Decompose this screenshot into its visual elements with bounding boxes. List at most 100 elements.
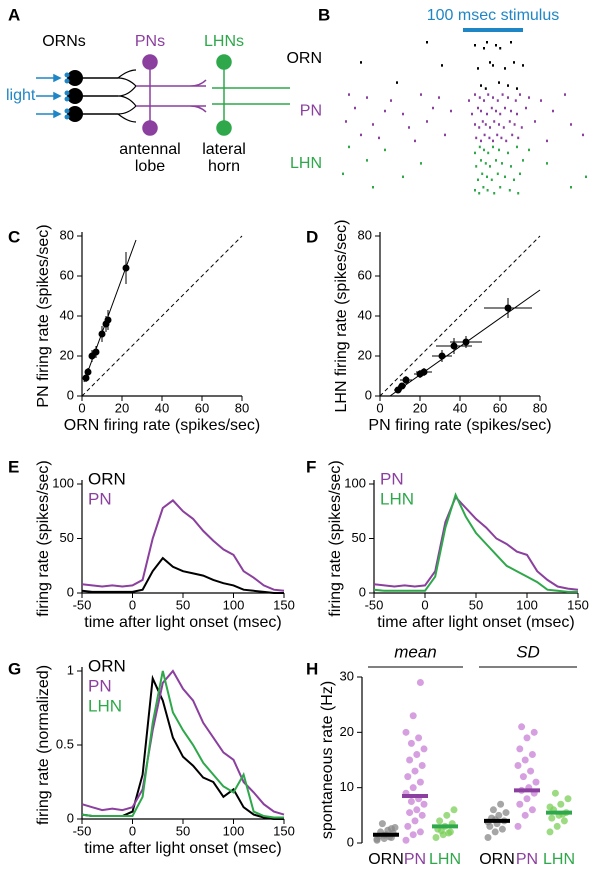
spike	[348, 93, 350, 96]
y-tick-label: 20	[340, 724, 354, 739]
point	[404, 773, 412, 781]
spike	[478, 192, 481, 195]
point	[504, 304, 512, 312]
orn-neurons	[64, 69, 137, 123]
point	[418, 762, 426, 770]
spike	[517, 136, 520, 140]
x-tick-label: 150	[273, 597, 295, 612]
spike	[480, 159, 482, 162]
spike	[444, 133, 446, 137]
spike	[546, 139, 548, 143]
y-tick-label: 1	[67, 662, 74, 677]
y-tick-label: 60	[358, 267, 372, 282]
spike	[360, 61, 362, 64]
legend-label: LHN	[380, 489, 414, 508]
spike	[354, 106, 356, 110]
point	[445, 829, 453, 837]
spike	[570, 186, 572, 189]
x-tick-label: 50	[176, 823, 190, 838]
legend-label: PN	[88, 676, 112, 695]
point	[416, 679, 424, 687]
y-tick-label: 100	[344, 475, 366, 490]
x-axis-label: PN firing rate (spikes/sec)	[368, 417, 551, 434]
spike	[517, 192, 520, 195]
y-tick-label: 40	[358, 307, 372, 322]
point	[92, 348, 100, 356]
spike	[441, 64, 443, 67]
spike	[468, 99, 470, 102]
spike	[510, 165, 512, 168]
point	[413, 750, 421, 758]
point	[546, 803, 554, 811]
pns-label: PNs	[135, 33, 165, 50]
diagram: A ORNs PNs LHNs light	[6, 5, 290, 175]
spike	[546, 162, 548, 165]
spike	[495, 44, 497, 47]
spike	[378, 136, 380, 140]
spike	[489, 126, 491, 129]
point	[409, 784, 417, 792]
point	[82, 374, 90, 382]
spike	[348, 145, 350, 149]
x-tick-label: 0	[421, 597, 428, 612]
point	[530, 728, 538, 736]
x-axis-label: ORN firing rate (spikes/sec)	[64, 417, 261, 434]
category-label: PN	[404, 851, 426, 868]
spike	[474, 44, 476, 47]
y-axis-label: firing rate (normalized)	[35, 665, 52, 825]
point	[514, 822, 522, 830]
x-tick-label: 50	[176, 597, 190, 612]
spike	[525, 106, 527, 110]
y-tick-label: 50	[60, 530, 74, 545]
spike	[342, 172, 344, 176]
spike	[486, 112, 488, 116]
spike	[519, 172, 521, 176]
spike	[498, 123, 500, 126]
row-label: ORN	[286, 50, 322, 67]
point	[514, 762, 522, 770]
spike	[483, 47, 485, 50]
point	[518, 723, 526, 731]
y-tick-label: 0	[365, 387, 372, 402]
x-tick-label: 150	[273, 823, 295, 838]
spike	[501, 93, 504, 96]
spike	[493, 120, 496, 123]
spike	[502, 126, 505, 129]
point	[416, 828, 424, 836]
series-line	[373, 495, 579, 591]
spike	[366, 159, 368, 162]
x-tick-label: 20	[413, 400, 427, 415]
point	[528, 750, 536, 758]
spike	[486, 189, 489, 192]
point	[548, 814, 556, 822]
spike	[492, 64, 494, 67]
spike	[513, 61, 515, 64]
al-label: lobe	[135, 158, 165, 175]
y-axis-label: firing rate (spikes/sec)	[327, 460, 344, 617]
y-tick-label: 0	[67, 387, 74, 402]
spike	[482, 186, 485, 189]
spike	[477, 67, 479, 70]
point	[98, 330, 106, 338]
x-tick-label: 100	[223, 597, 245, 612]
point	[411, 817, 419, 825]
spike	[490, 178, 493, 182]
spike	[345, 120, 347, 123]
y-tick-label: 30	[340, 668, 354, 683]
point	[560, 817, 568, 825]
spike	[480, 84, 482, 87]
lh-label: horn	[208, 158, 240, 175]
x-axis-label: time after light onset (msec)	[84, 614, 281, 631]
spike	[438, 96, 440, 99]
spike	[396, 81, 398, 84]
point	[411, 767, 419, 775]
x-tick-label: 80	[533, 400, 547, 415]
x-tick-label: 150	[567, 597, 589, 612]
spike	[475, 136, 478, 140]
spike	[582, 133, 584, 137]
spike	[480, 139, 482, 143]
point	[443, 811, 451, 819]
point	[450, 806, 458, 814]
spike	[500, 136, 503, 140]
reference-line	[81, 235, 243, 397]
